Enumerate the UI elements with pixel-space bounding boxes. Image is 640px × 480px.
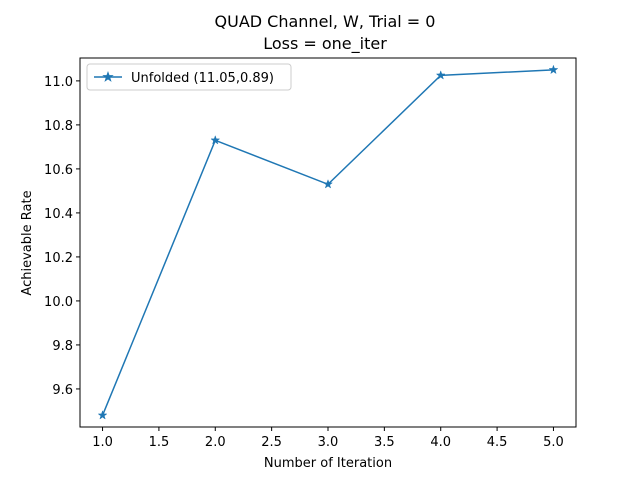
- data-point-star: [322, 179, 334, 189]
- x-tick-label: 5.0: [543, 435, 564, 450]
- y-tick-label: 10.6: [44, 163, 73, 178]
- chart-title: QUAD Channel, W, Trial = 0 Loss = one_it…: [215, 12, 436, 54]
- series-layer: [97, 64, 559, 420]
- y-axis-ticks: 9.6 9.8 10.0 10.2 10.4 10.6 10.8 11.0: [44, 75, 80, 398]
- series-line: [101, 69, 554, 416]
- data-point-star: [435, 70, 446, 80]
- x-tick-label: 1.0: [92, 435, 113, 450]
- x-axis-ticks: 1.0 1.5 2.0 2.5 3.0 3.5 4.0 4.5 5.0: [92, 427, 564, 450]
- y-tick-label: 9.8: [52, 339, 73, 354]
- y-tick-label: 10.8: [44, 119, 73, 134]
- chart-title-line-1: QUAD Channel, W, Trial = 0: [215, 12, 436, 31]
- y-tick-label: 10.2: [44, 251, 73, 266]
- legend: Unfolded (11.05,0.89): [86, 63, 292, 91]
- x-tick-label: 1.5: [149, 435, 170, 450]
- data-point-star: [548, 64, 559, 75]
- data-point-star: [97, 410, 108, 420]
- x-tick-label: 4.0: [430, 435, 451, 450]
- x-tick-label: 3.0: [318, 435, 339, 450]
- x-tick-label: 3.5: [374, 435, 395, 450]
- y-tick-label: 10.0: [44, 295, 73, 310]
- legend-label: Unfolded (11.05,0.89): [131, 71, 274, 86]
- legend-star-marker: [102, 70, 114, 82]
- legend-box: [86, 63, 292, 91]
- x-tick-label: 2.5: [261, 435, 282, 450]
- data-point-star: [210, 135, 221, 145]
- x-tick-label: 4.5: [487, 435, 508, 450]
- chart-title-line-2: Loss = one_iter: [263, 34, 387, 54]
- y-axis-label: Achievable Rate: [20, 190, 35, 295]
- x-axis-label: Number of Iteration: [264, 456, 392, 471]
- x-tick-label: 2.0: [205, 435, 226, 450]
- y-tick-label: 9.6: [52, 383, 73, 398]
- y-tick-label: 10.4: [44, 207, 73, 222]
- plot-area-frame: [79, 57, 577, 428]
- y-tick-label: 11.0: [44, 75, 73, 90]
